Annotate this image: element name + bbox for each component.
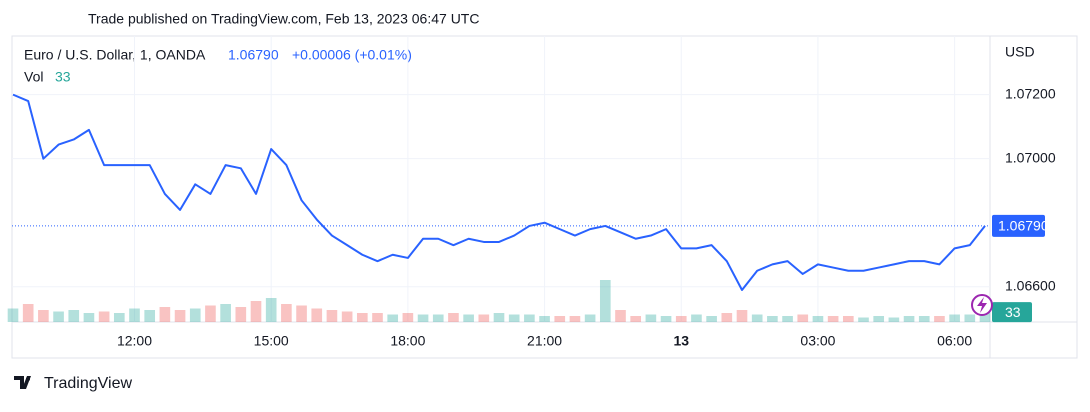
volume-bar — [296, 305, 307, 322]
volume-bar — [645, 314, 657, 322]
volume-bar — [736, 310, 748, 322]
volume-bar — [372, 313, 383, 322]
volume-bar — [189, 308, 201, 322]
volume-bar — [706, 316, 717, 322]
last-price-tag — [992, 214, 1045, 237]
event-bolt — [977, 297, 987, 313]
volume-bar — [934, 316, 945, 322]
x-tick-label: 06:00 — [937, 333, 972, 349]
volume-name: Vol — [24, 69, 43, 85]
volume-bar — [478, 314, 490, 322]
volume-bar — [144, 310, 156, 322]
volume-bar — [129, 308, 140, 322]
volume-bar — [311, 308, 323, 322]
publish-note: Trade published on TradingView.com, Feb … — [88, 11, 479, 27]
brand: TradingView — [44, 375, 132, 392]
volume-bar — [751, 314, 763, 322]
volume-bar — [432, 314, 444, 322]
price-change: +0.00006 (+0.01%) — [292, 47, 412, 63]
y-tick-label: 1.07200 — [1005, 85, 1056, 101]
volume-bar — [463, 314, 474, 322]
volume-bar — [554, 316, 566, 322]
volume-bar — [326, 310, 338, 322]
volume-bar — [767, 316, 778, 322]
volume-bar — [539, 316, 550, 322]
volume-bar — [205, 305, 216, 322]
x-tick-label: 03:00 — [800, 333, 835, 349]
volume-bar — [660, 316, 672, 322]
volume-bar — [356, 313, 368, 322]
volume-bar — [918, 316, 930, 322]
volume-bar — [524, 314, 535, 322]
volume-bar — [858, 317, 869, 322]
volume-bar — [979, 312, 991, 322]
volume-bar — [159, 307, 171, 322]
volume-bar — [448, 313, 459, 322]
volume-bar — [22, 304, 34, 322]
volume-bar — [615, 310, 626, 322]
volume-bar — [235, 307, 247, 322]
volume-bar — [174, 310, 186, 322]
last-price: 1.06790 — [228, 47, 279, 63]
volume-last: 33 — [55, 69, 71, 85]
volume-bar — [341, 311, 353, 322]
volume-bar — [903, 316, 915, 322]
volume-bar — [250, 301, 262, 322]
volume-bar — [68, 310, 80, 322]
volume-bar — [569, 316, 581, 322]
volume-bar — [417, 314, 429, 322]
volume-bar — [630, 316, 642, 322]
x-tick-label: 15:00 — [254, 333, 289, 349]
y-tick-label: 1.07000 — [1005, 149, 1056, 165]
volume-bar — [721, 313, 733, 322]
volume-bar — [949, 314, 960, 322]
y-unit: USD — [1005, 44, 1035, 60]
volume-bar — [599, 280, 611, 322]
price-line — [12, 93, 986, 291]
volume-bar — [493, 313, 505, 322]
volume-bar — [873, 316, 885, 322]
volume-bar — [584, 314, 596, 322]
volume-bar — [782, 316, 793, 322]
volume-bar — [964, 314, 976, 322]
volume-tag — [992, 302, 1032, 323]
volume-bar — [83, 313, 95, 322]
volume-bar — [265, 298, 277, 322]
x-tick-label: 12:00 — [117, 333, 152, 349]
volume-bar — [53, 311, 64, 322]
volume-bar — [387, 314, 399, 322]
y-tick-label: 1.06600 — [1005, 277, 1056, 293]
volume-bar — [691, 314, 702, 322]
symbol-name: Euro / U.S. Dollar, 1, OANDA — [24, 47, 206, 63]
volume-bar — [508, 314, 520, 322]
x-tick-label: 18:00 — [390, 333, 425, 349]
volume-bar — [7, 308, 19, 322]
volume-bar — [98, 311, 110, 322]
volume-bar — [842, 316, 854, 322]
x-tick-label: 21:00 — [527, 333, 562, 349]
volume-bar — [675, 316, 687, 322]
volume-bar — [827, 316, 839, 322]
volume-tag-label: 33 — [1005, 304, 1021, 320]
x-tick-label: 13 — [673, 333, 689, 349]
volume-bar — [38, 310, 49, 322]
last-price-tag-label: 1.06790 — [998, 218, 1049, 234]
volume-bar — [113, 313, 125, 322]
logo — [14, 376, 31, 389]
volume-bar — [402, 313, 414, 322]
volume-bar — [797, 314, 809, 322]
volume-bar — [812, 316, 824, 322]
volume-bar — [281, 304, 292, 322]
volume-bar — [220, 304, 231, 322]
volume-bar — [888, 317, 900, 322]
